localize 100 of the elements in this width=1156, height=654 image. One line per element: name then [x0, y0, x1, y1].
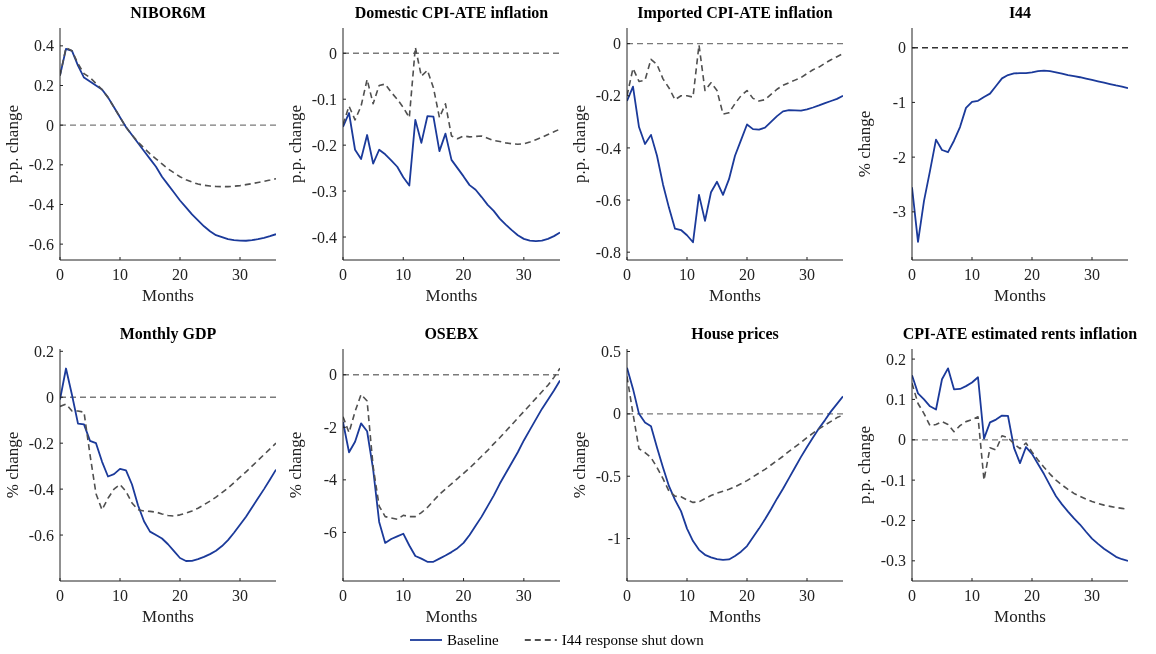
- y-tick-label: -0.3: [880, 552, 906, 570]
- line-series: [912, 69, 1128, 243]
- y-tick-label: -0.2: [880, 512, 906, 530]
- y-tick-label: 0: [898, 39, 906, 57]
- x-tick-label: 20: [739, 587, 755, 604]
- y-tick-label: 0: [613, 35, 621, 53]
- y-tick-label: -0.3: [311, 182, 337, 200]
- y-tick-label: -0.8: [595, 243, 621, 261]
- legend-label: Baseline: [447, 632, 499, 649]
- x-tick-label: 30: [799, 266, 815, 283]
- x-axis-title: Months: [142, 607, 194, 626]
- x-axis-title: Months: [994, 286, 1046, 305]
- y-tick-label: -0.2: [595, 87, 621, 105]
- y-axis-title: % change: [855, 110, 874, 178]
- y-tick-label: -2: [323, 418, 337, 436]
- chart-title: Imported CPI-ATE inflation: [637, 4, 833, 22]
- y-tick-label: 0.2: [886, 350, 906, 368]
- y-axis-title: % change: [570, 431, 589, 499]
- x-tick-label: 20: [172, 266, 188, 283]
- x-tick-label: 20: [455, 587, 472, 604]
- y-tick-label: 0: [613, 405, 621, 423]
- x-tick-label: 10: [679, 266, 695, 283]
- y-tick-label: 0.1: [886, 391, 906, 409]
- y-tick-label: -4: [323, 471, 337, 489]
- chart-title: I44: [1008, 4, 1032, 21]
- y-tick-label: -0.4: [311, 228, 337, 246]
- chart-title: Domestic CPI-ATE inflation: [354, 4, 549, 21]
- line-series: [627, 44, 843, 115]
- x-axis-title: Months: [709, 607, 761, 626]
- x-tick-label: 20: [172, 587, 188, 604]
- x-axis-title: Months: [425, 607, 478, 626]
- x-tick-label: 30: [799, 587, 815, 604]
- y-tick-label: -3: [892, 203, 906, 221]
- y-tick-label: 0: [898, 431, 906, 449]
- x-axis-title: Months: [709, 286, 761, 305]
- x-tick-label: 30: [515, 266, 532, 283]
- x-tick-label: 30: [1084, 266, 1100, 283]
- x-tick-label: 30: [232, 587, 248, 604]
- x-tick-label: 30: [1084, 587, 1100, 604]
- y-tick-label: 0.2: [34, 77, 54, 95]
- x-tick-label: 10: [395, 587, 412, 604]
- y-tick-label: -1: [892, 94, 906, 112]
- x-tick-label: 10: [964, 587, 980, 604]
- y-tick-label: -2: [892, 148, 906, 166]
- chart-title: Monthly GDP: [119, 325, 217, 343]
- x-tick-label: 10: [395, 266, 412, 283]
- x-tick-label: 20: [1024, 266, 1040, 283]
- y-tick-label: -1: [607, 530, 621, 548]
- x-axis-title: Months: [142, 286, 194, 305]
- y-tick-label: -6: [323, 523, 337, 541]
- y-tick-label: -0.2: [28, 156, 54, 174]
- y-axis-title: p.p. change: [286, 105, 305, 183]
- x-tick-label: 20: [1024, 587, 1040, 604]
- y-tick-label: 0: [46, 388, 54, 406]
- chart-title: CPI-ATE estimated rents inflation: [902, 325, 1138, 342]
- line-series: [912, 367, 1128, 562]
- y-tick-label: -0.1: [880, 471, 906, 489]
- line-series: [60, 47, 276, 188]
- y-tick-label: 0: [329, 366, 337, 384]
- x-axis-title: Months: [994, 607, 1046, 626]
- line-series: [60, 47, 276, 242]
- x-tick-label: 20: [455, 266, 472, 283]
- y-tick-label: 0.4: [34, 37, 54, 55]
- y-tick-label: -0.6: [595, 191, 621, 209]
- line-series: [60, 403, 276, 517]
- x-tick-label: 10: [112, 587, 128, 604]
- x-tick-label: 30: [515, 587, 532, 604]
- line-series: [60, 367, 276, 562]
- y-axis-title: p.p. change: [3, 105, 22, 183]
- y-tick-label: -0.5: [595, 467, 621, 485]
- chart-title: House prices: [691, 325, 779, 343]
- y-tick-label: 0: [329, 44, 337, 62]
- y-tick-label: -0.4: [28, 196, 54, 214]
- line-series: [343, 379, 560, 563]
- y-tick-label: -0.6: [28, 526, 54, 544]
- y-axis-title: p.p. change: [855, 426, 874, 504]
- x-tick-label: 10: [112, 266, 128, 283]
- legend-label: I44 response shut down: [561, 632, 705, 649]
- line-series: [627, 85, 843, 244]
- x-tick-label: 10: [964, 266, 980, 283]
- line-series: [343, 46, 560, 146]
- x-tick-label: 10: [679, 587, 695, 604]
- x-axis-title: Months: [425, 286, 478, 305]
- y-tick-label: -0.6: [28, 235, 54, 253]
- y-tick-label: 0.5: [601, 343, 621, 361]
- x-tick-label: 30: [232, 266, 248, 283]
- chart-title: OSEBX: [424, 325, 480, 342]
- y-axis-title: % change: [3, 431, 22, 499]
- y-tick-label: 0: [46, 116, 54, 134]
- y-tick-label: -0.4: [595, 139, 621, 157]
- y-axis-title: p.p. change: [570, 105, 589, 183]
- x-tick-label: 20: [739, 266, 755, 283]
- y-tick-label: -0.2: [28, 434, 54, 452]
- chart-title: NIBOR6M: [130, 4, 206, 21]
- line-series: [343, 367, 560, 521]
- line-series: [343, 112, 560, 243]
- y-axis-title: % change: [286, 431, 305, 499]
- y-tick-label: 0.2: [34, 342, 54, 360]
- y-tick-label: -0.4: [28, 480, 54, 498]
- y-tick-label: -0.2: [311, 136, 337, 154]
